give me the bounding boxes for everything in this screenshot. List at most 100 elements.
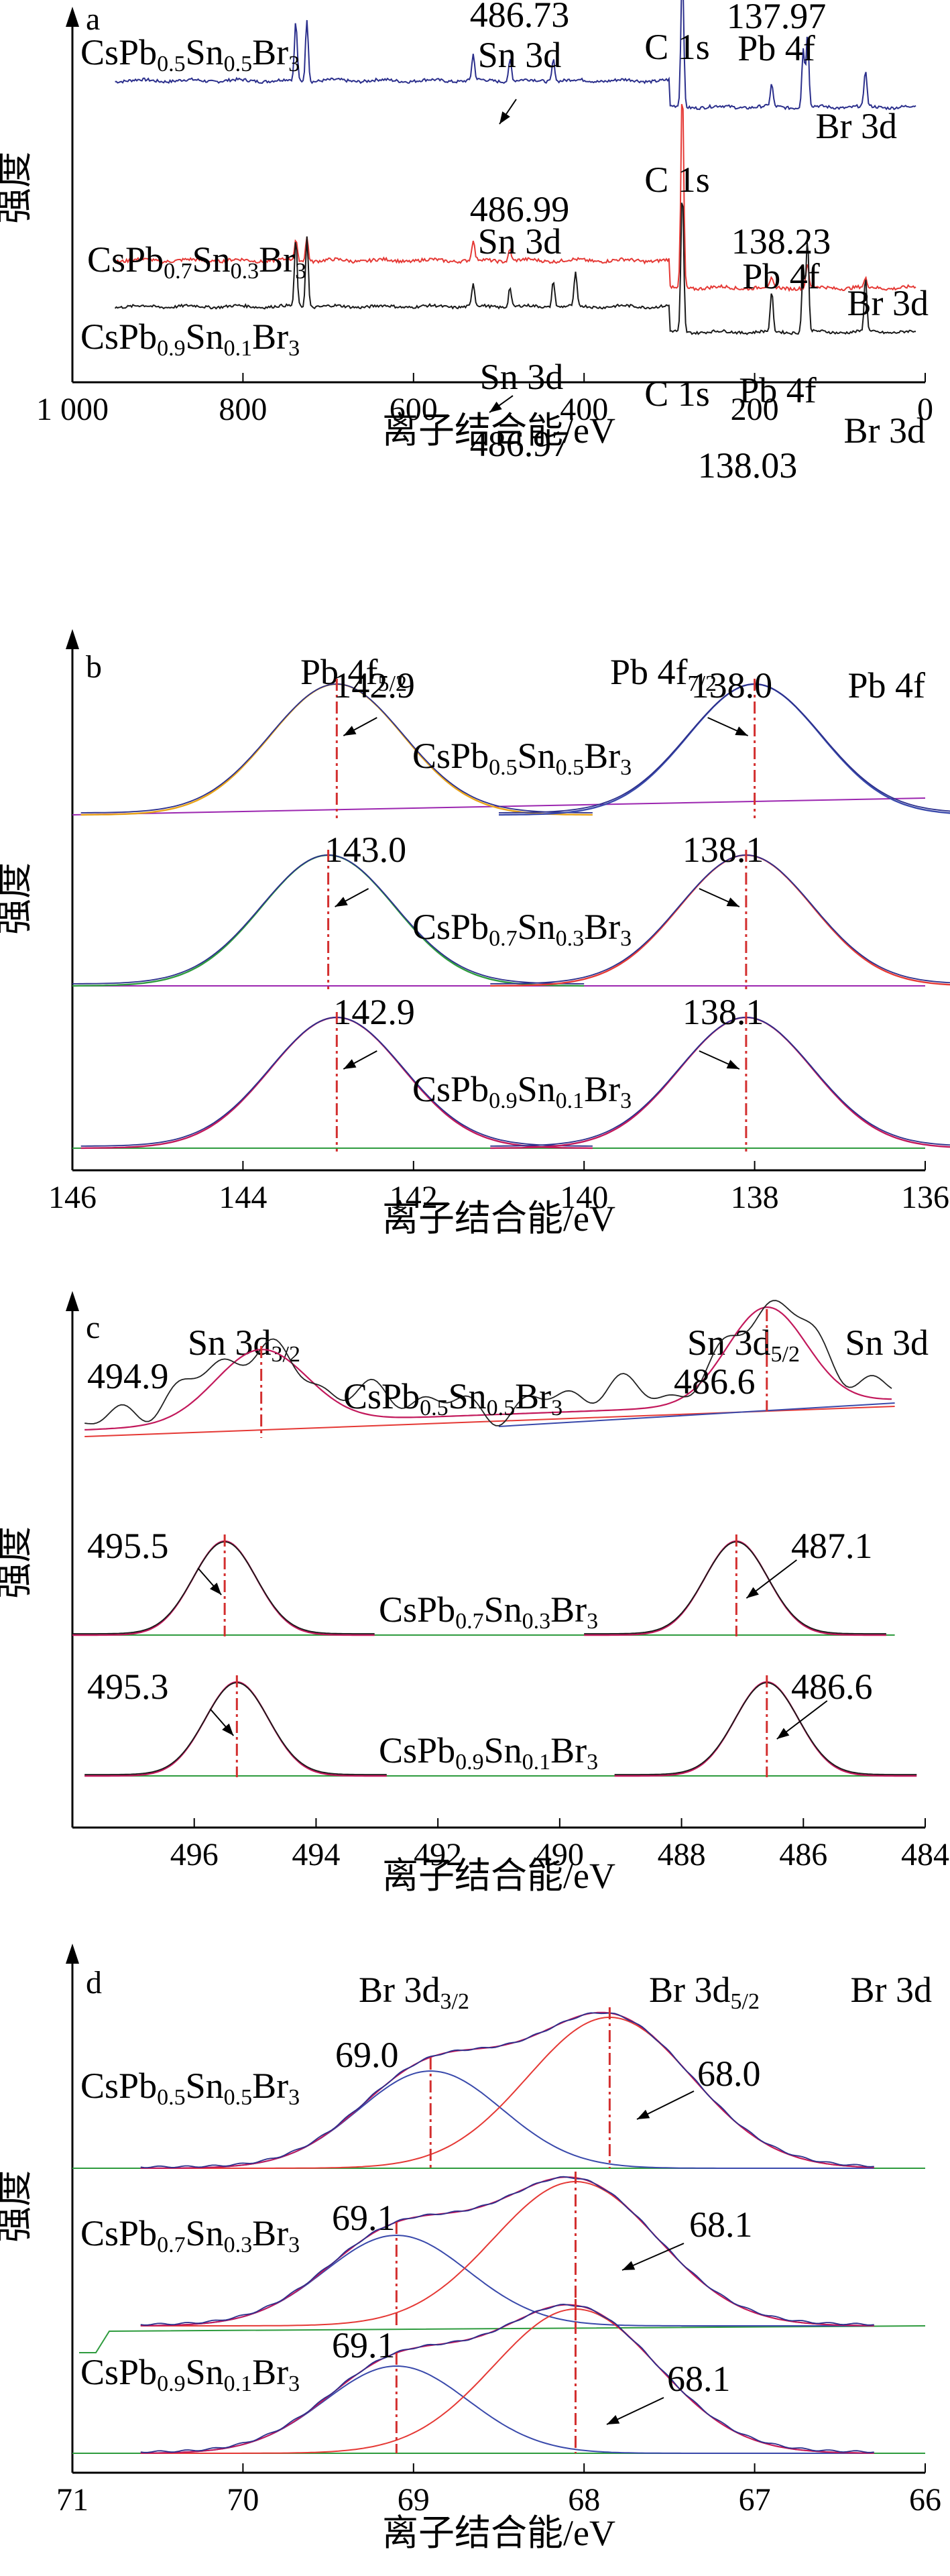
x-tick-label-b: 142 <box>390 1180 438 1215</box>
x-tick-label-c: 486 <box>779 1837 827 1872</box>
raw-curve-c-1-1 <box>584 1541 886 1634</box>
value-label-c-1-1: 487.1 <box>791 1526 873 1566</box>
y-axis-label-c: 强度 <box>0 1526 35 1599</box>
annotation-13-0: Br 3d <box>844 410 926 451</box>
x-tick-label-c: 488 <box>658 1837 706 1872</box>
series-label-d-2: CsPb0.9Sn0.1Br3 <box>80 2352 300 2396</box>
x-tick-label-d: 70 <box>227 2482 259 2518</box>
x-tick-label-a: 600 <box>390 392 438 427</box>
x-tick-label-c: 494 <box>292 1837 340 1872</box>
x-tick-label-c: 484 <box>901 1837 949 1872</box>
y-axis-label-d: 强度 <box>0 2170 35 2243</box>
x-tick-label-c: 492 <box>414 1837 462 1872</box>
annotation-5-0: C 1s <box>644 160 710 200</box>
y-axis-arrow-b <box>66 629 79 649</box>
raw-curve-b-2-1 <box>490 1016 950 1147</box>
annotation-1-0: C 1s <box>644 27 710 67</box>
annotation-8-0: Sn 3d <box>480 357 564 397</box>
panel-letter-c: c <box>86 1310 100 1345</box>
peak-label-d-0: Br 3d3/2 <box>359 1970 469 2014</box>
baseline-d-1 <box>79 2325 926 2353</box>
x-tick-label-a: 0 <box>917 392 933 427</box>
annotation-4-1: Sn 3d <box>478 221 562 262</box>
annotation-7-0: Br 3d <box>847 283 929 323</box>
series-label-c-1: CsPb0.7Sn0.3Br3 <box>379 1589 598 1634</box>
y-axis-arrow-a <box>66 7 79 27</box>
value-arrow-b-2-0-head <box>343 1059 357 1069</box>
series-label-c-2: CsPb0.9Sn0.1Br3 <box>379 1730 598 1775</box>
series-line-0 <box>115 0 916 111</box>
series-line-1 <box>115 104 916 292</box>
raw-curve-c-2-1 <box>614 1682 917 1775</box>
value-label-d-1-1: 68.1 <box>689 2204 753 2245</box>
value-label-d-2-0: 69.1 <box>332 2325 396 2365</box>
annotation-2-1: Pb 4f <box>737 28 815 68</box>
x-tick-label-d: 69 <box>398 2482 430 2518</box>
value-label-c-2-1: 486.6 <box>791 1667 873 1707</box>
x-tick-label-d: 66 <box>909 2482 941 2518</box>
x-tick-label-b: 136 <box>901 1180 949 1215</box>
peak-label-b-0: Pb 4f5/2 <box>300 652 407 696</box>
panel-letter-b: b <box>86 649 102 685</box>
value-arrow-b-0-0-head <box>343 726 357 736</box>
value-label-c-2-0: 495.3 <box>87 1667 169 1707</box>
value-arrow-b-0-1-head <box>735 726 748 736</box>
fit-curve-c-1-1 <box>584 1540 886 1636</box>
value-label-c-1-0: 495.5 <box>87 1526 169 1566</box>
x-tick-label-c: 490 <box>536 1837 584 1872</box>
annotation-12-0: 138.03 <box>698 445 798 486</box>
raw-curve-d-0 <box>140 2012 874 2169</box>
annotation-0-1: Sn 3d <box>478 35 562 75</box>
peak-label-c-0: Sn 3d3/2 <box>188 1323 300 1367</box>
annotation-2-0: 137.97 <box>727 0 827 36</box>
value-label-b-1-1: 138.1 <box>682 830 764 870</box>
value-label-b-0-0: 142.9 <box>333 665 415 706</box>
annotation-arrow-sn-c-head <box>489 401 502 412</box>
panel-letter-a: a <box>86 1 100 37</box>
fit-curve-c-1-0 <box>72 1540 375 1636</box>
series-label-d-0: CsPb0.5Sn0.5Br3 <box>80 2066 300 2110</box>
x-tick-label-a: 800 <box>219 392 267 427</box>
series-label-b-0: CsPb0.5Sn0.5Br3 <box>412 736 632 780</box>
x-axis-label-c: 离子结合能/eV <box>382 1856 615 1896</box>
value-label-b-1-0: 143.0 <box>325 830 406 870</box>
y-axis-label-a: 强度 <box>0 152 35 224</box>
x-tick-label-a: 200 <box>731 392 779 427</box>
value-label-c-0-0: 494.9 <box>87 1356 169 1396</box>
series-label-d-1: CsPb0.7Sn0.3Br3 <box>80 2213 300 2257</box>
value-arrow-c-1-1-head <box>746 1587 759 1598</box>
annotation-11-0: Pb 4f <box>739 370 817 410</box>
value-arrow-b-1-0-head <box>335 897 348 907</box>
fit-curve-b-1-1 <box>490 854 950 987</box>
x-tick-label-a: 1 000 <box>36 392 109 427</box>
raw-curve-d-1 <box>140 2176 874 2326</box>
y-axis-label-b: 强度 <box>0 862 35 935</box>
x-tick-label-d: 67 <box>739 2482 771 2518</box>
value-arrow-d-2-head <box>607 2415 620 2424</box>
annotation-6-1: Pb 4f <box>742 256 820 296</box>
annotation-0-0: 486.73 <box>470 0 570 35</box>
series-label-b-1: CsPb0.7Sn0.3Br3 <box>412 907 632 951</box>
raw-curve-b-1-1 <box>490 854 950 985</box>
x-tick-label-d: 68 <box>568 2482 600 2518</box>
annotation-10-0: C 1s <box>644 374 710 414</box>
raw-curve-c-1-0 <box>72 1541 375 1634</box>
value-label-d-0-0: 69.0 <box>335 2035 399 2075</box>
series-label-0: CsPb0.5Sn0.5Br3 <box>80 32 300 76</box>
annotation-arrow-sn-a-head <box>499 111 510 124</box>
fit-curve-c-2-0 <box>84 1681 387 1777</box>
y-axis-arrow-d <box>66 1944 79 1964</box>
raw-curve-c-2-0 <box>84 1682 387 1775</box>
x-tick-label-d: 71 <box>56 2482 88 2518</box>
annotation-4-0: 486.99 <box>470 189 570 229</box>
annotation-9-0: 486.97 <box>470 424 570 464</box>
peak-label-b-1: Pb 4f7/2 <box>610 652 717 696</box>
fit-curve-b-2-1 <box>490 1016 950 1150</box>
x-axis-label-d: 离子结合能/eV <box>382 2513 615 2553</box>
corner-label-c: Sn 3d <box>845 1323 929 1363</box>
value-label-d-0-1: 68.0 <box>697 2054 761 2094</box>
value-label-d-2-1: 68.1 <box>667 2359 731 2399</box>
value-label-d-1-0: 69.1 <box>332 2198 396 2238</box>
corner-label-d: Br 3d <box>851 1970 933 2010</box>
raw-curve-d-2 <box>140 2303 874 2453</box>
